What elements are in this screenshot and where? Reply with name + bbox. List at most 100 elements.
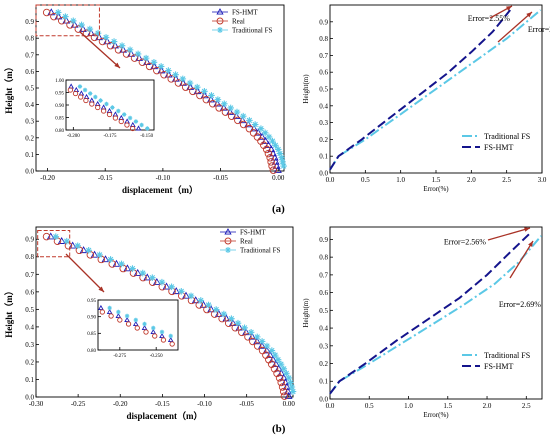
marker-real bbox=[208, 100, 217, 108]
inset-marker-fs-hmt bbox=[141, 324, 148, 330]
inset-marker-real bbox=[124, 122, 130, 128]
marker-traditional-fs bbox=[257, 125, 265, 132]
inset-marker-traditional-fs bbox=[139, 122, 144, 128]
y-tick-label: 0.7 bbox=[25, 51, 34, 59]
marker-traditional-fs bbox=[274, 356, 282, 363]
y-tick-label: 0.9 bbox=[319, 18, 328, 26]
marker-fs-hmt bbox=[79, 246, 88, 254]
marker-traditional-fs bbox=[287, 379, 294, 386]
plot-frame bbox=[329, 226, 543, 400]
marker-fs-hmt bbox=[262, 346, 271, 354]
marker-traditional-fs bbox=[172, 71, 179, 79]
marker-real bbox=[253, 133, 262, 141]
marker-real bbox=[57, 17, 66, 25]
marker-traditional-fs bbox=[208, 92, 215, 99]
inset-marker-real bbox=[117, 317, 123, 323]
marker-traditional-fs bbox=[289, 388, 297, 395]
marker-fs-hmt bbox=[207, 305, 216, 313]
annotation-arrow bbox=[509, 240, 534, 279]
inset-marker-real bbox=[95, 104, 101, 111]
inset-marker-traditional-fs bbox=[124, 313, 130, 319]
x-tick-label: 2.5 bbox=[522, 402, 531, 410]
marker-traditional-fs bbox=[247, 329, 255, 336]
marker-traditional-fs bbox=[251, 121, 259, 128]
series-line-fs-hmt bbox=[329, 231, 532, 395]
marker-traditional-fs bbox=[280, 162, 287, 170]
inset-marker-traditional-fs bbox=[98, 98, 103, 103]
marker-traditional-fs bbox=[78, 21, 85, 29]
marker-real bbox=[90, 33, 99, 42]
zoom-arrow-head bbox=[98, 286, 104, 292]
marker-traditional-fs bbox=[258, 338, 266, 345]
marker-real bbox=[160, 70, 168, 79]
y-tick-label: 0.8 bbox=[25, 253, 34, 261]
inset-marker-real bbox=[130, 125, 136, 132]
y-tick-label: 0.4 bbox=[319, 102, 328, 110]
inset-marker-traditional-fs bbox=[133, 119, 139, 124]
marker-fs-hmt bbox=[133, 268, 142, 276]
marker-fs-hmt bbox=[123, 264, 132, 272]
marker-fs-hmt bbox=[191, 296, 200, 304]
y-tick-label: 0.2 bbox=[25, 134, 34, 142]
annotation-label: Error=2.55% bbox=[468, 14, 510, 23]
marker-traditional-fs bbox=[214, 96, 222, 103]
marker-fs-hmt bbox=[282, 382, 291, 390]
marker-traditional-fs bbox=[288, 383, 296, 391]
marker-traditional-fs bbox=[246, 117, 253, 124]
marker-traditional-fs bbox=[134, 50, 142, 58]
marker-traditional-fs bbox=[126, 46, 134, 54]
inset-marker-traditional-fs bbox=[127, 115, 133, 121]
inset-marker-fs-hmt bbox=[135, 125, 142, 131]
marker-traditional-fs bbox=[96, 251, 103, 259]
marker-real bbox=[277, 378, 285, 387]
annotation-label: Error=2.98% bbox=[528, 25, 550, 34]
marker-real bbox=[238, 328, 246, 337]
marker-traditional-fs bbox=[234, 319, 242, 327]
plot-frame bbox=[35, 226, 294, 398]
y-tick-label: 0.6 bbox=[319, 289, 328, 297]
marker-real bbox=[181, 83, 190, 91]
annotation-arrow bbox=[497, 11, 533, 43]
y-tick-label: 0.7 bbox=[319, 52, 328, 60]
y-tick-label: 0.1 bbox=[25, 376, 34, 384]
marker-traditional-fs bbox=[139, 269, 147, 277]
y-tick-label: 0.2 bbox=[25, 358, 34, 366]
y-tick-label: 0.6 bbox=[25, 68, 34, 76]
inset-marker-fs-hmt bbox=[150, 328, 157, 334]
inset-marker-real bbox=[99, 309, 106, 315]
annotation-label: Error=2.69% bbox=[499, 300, 541, 309]
y-tick-label: 0.95 bbox=[55, 91, 64, 96]
marker-real bbox=[138, 58, 147, 67]
marker-fs-hmt bbox=[258, 341, 266, 349]
inset-marker-traditional-fs bbox=[168, 333, 173, 339]
marker-traditional-fs bbox=[261, 129, 269, 137]
marker-real bbox=[42, 232, 51, 241]
marker-real bbox=[244, 333, 252, 341]
legend-marker bbox=[224, 237, 232, 245]
y-tick-label: 0.1 bbox=[319, 153, 328, 161]
x-tick-label: -0.30 bbox=[29, 400, 44, 408]
y-axis-label: Height（m） bbox=[4, 286, 14, 338]
inset-marker-real bbox=[100, 108, 107, 114]
y-tick-label: 0.5 bbox=[25, 306, 34, 314]
y-tick-label: 0.80 bbox=[55, 129, 64, 134]
y-tick-label: 0.4 bbox=[319, 325, 328, 333]
marker-traditional-fs bbox=[94, 29, 102, 37]
marker-traditional-fs bbox=[165, 67, 172, 74]
marker-traditional-fs bbox=[118, 260, 125, 268]
marker-fs-hmt bbox=[269, 355, 277, 363]
marker-fs-hmt bbox=[112, 259, 121, 267]
y-tick-label: 0.5 bbox=[25, 84, 34, 92]
marker-real bbox=[227, 112, 236, 120]
y-tick-label: 0.6 bbox=[319, 69, 328, 77]
marker-traditional-fs bbox=[157, 63, 165, 70]
marker-fs-hmt bbox=[143, 273, 152, 281]
marker-fs-hmt bbox=[182, 291, 190, 299]
legend-marker bbox=[225, 247, 231, 253]
legend-entry: Traditional FS bbox=[484, 132, 530, 141]
panel-label-a: (a) bbox=[272, 203, 285, 215]
marker-traditional-fs bbox=[265, 133, 273, 141]
marker-traditional-fs bbox=[220, 100, 228, 108]
marker-traditional-fs bbox=[269, 137, 276, 145]
